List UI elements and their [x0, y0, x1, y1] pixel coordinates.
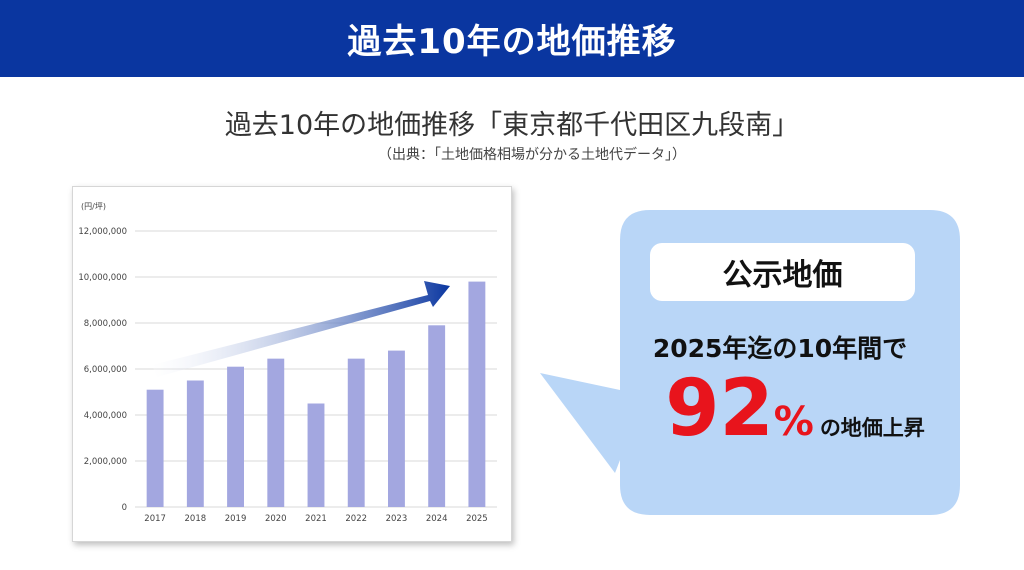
x-tick-label: 2021: [305, 514, 327, 524]
rise-percent-unit: %: [773, 399, 814, 445]
source-note: （出典：「土地価格相場が分かる土地代データ」）: [378, 147, 686, 163]
rise-suffix: の地価上昇: [819, 416, 925, 440]
x-tick-label: 2019: [225, 514, 247, 524]
chart-heading: 過去10年の地価推移「東京都千代田区九段南」: [224, 110, 800, 141]
x-tick-label: 2022: [345, 514, 367, 524]
bar-2023: [387, 350, 405, 507]
page-title: 過去10年の地価推移: [347, 22, 677, 62]
y-tick-label: 0: [122, 503, 127, 513]
x-tick-label: 2025: [466, 514, 488, 524]
x-tick-label: 2024: [426, 514, 448, 524]
bar-2021: [307, 403, 325, 507]
callout-bubble: 公示地価 2025年迄の10年間で 92 % の地価上昇: [540, 205, 970, 525]
bar-2024: [428, 325, 446, 507]
y-tick-label: 10,000,000: [78, 273, 127, 283]
bar-2017: [146, 389, 164, 507]
trend-arrow: [152, 281, 450, 377]
bar-chart: (円/坪) 0 2,000,000 4,000,000 6,000,000 8,000,0…: [78, 202, 497, 524]
y-unit-label: (円/坪): [81, 202, 106, 211]
y-tick-label: 4,000,000: [84, 411, 127, 421]
chart-card: (円/坪) 0 2,000,000 4,000,000 6,000,000 8,000,0…: [72, 186, 512, 542]
bar-2022: [347, 358, 365, 507]
bar-2025: [468, 281, 486, 507]
rise-percent: 92: [665, 364, 774, 454]
bar-2020: [267, 358, 285, 507]
y-tick-label: 8,000,000: [84, 319, 127, 329]
bar-2018: [186, 380, 204, 507]
rise-line: 92 % の地価上昇: [635, 370, 955, 470]
x-tick-label: 2020: [265, 514, 287, 524]
period-text: 2025年迄の10年間で: [652, 334, 908, 363]
header-banner: 過去10年の地価推移: [0, 0, 1024, 77]
y-tick-label: 2,000,000: [84, 457, 127, 467]
bar-2019: [227, 366, 245, 507]
label-text: 公示地価: [722, 258, 843, 293]
y-tick-label: 6,000,000: [84, 365, 127, 375]
x-tick-label: 2017: [144, 514, 166, 524]
x-tick-label: 2018: [185, 514, 207, 524]
x-tick-label: 2023: [386, 514, 408, 524]
y-tick-label: 12,000,000: [78, 227, 127, 237]
label-pill: 公示地価: [650, 243, 915, 301]
